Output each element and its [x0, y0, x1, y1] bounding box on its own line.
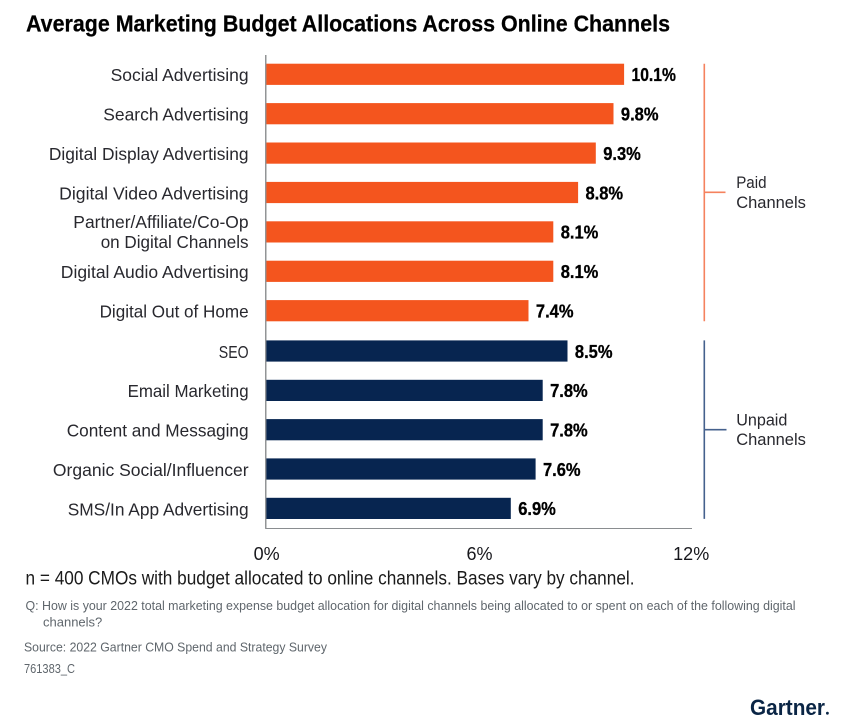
svg-text:0%: 0%	[254, 544, 280, 564]
svg-text:Digital Video Advertising: Digital Video Advertising	[59, 183, 248, 203]
svg-text:Digital Out of Home: Digital Out of Home	[100, 302, 249, 322]
svg-text:Search Advertising: Search Advertising	[103, 105, 248, 125]
svg-text:761383_C: 761383_C	[24, 661, 75, 676]
svg-text:8.5%: 8.5%	[575, 342, 613, 362]
svg-text:Digital Audio Advertising: Digital Audio Advertising	[61, 262, 249, 282]
svg-text:Unpaid: Unpaid	[736, 412, 787, 430]
svg-text:SEO: SEO	[219, 342, 249, 362]
svg-text:9.3%: 9.3%	[603, 144, 641, 164]
svg-text:Source: 2022 Gartner CMO Spend: Source: 2022 Gartner CMO Spend and Strat…	[24, 640, 327, 655]
svg-text:SMS/In App Advertising: SMS/In App Advertising	[68, 499, 249, 519]
svg-text:7.8%: 7.8%	[550, 421, 588, 441]
svg-text:7.6%: 7.6%	[543, 460, 581, 480]
svg-text:Average Marketing Budget Alloc: Average Marketing Budget Allocations Acr…	[26, 10, 670, 36]
svg-text:Q: How is your 2022 total mark: Q: How is your 2022 total marketing expe…	[26, 598, 796, 613]
svg-text:6%: 6%	[466, 544, 492, 564]
svg-text:7.8%: 7.8%	[550, 381, 588, 401]
svg-text:Email Marketing: Email Marketing	[128, 381, 249, 401]
svg-text:n = 400 CMOs with budget alloc: n = 400 CMOs with budget allocated to on…	[26, 569, 635, 590]
svg-text:Channels: Channels	[736, 431, 806, 449]
svg-text:Digital Display Advertising: Digital Display Advertising	[49, 144, 249, 164]
svg-text:on Digital Channels: on Digital Channels	[101, 232, 249, 252]
svg-text:8.8%: 8.8%	[586, 183, 624, 203]
svg-text:8.1%: 8.1%	[561, 223, 599, 243]
svg-text:channels?: channels?	[43, 615, 102, 630]
svg-text:Organic Social/Influencer: Organic Social/Influencer	[53, 460, 249, 480]
svg-text:Social Advertising: Social Advertising	[111, 65, 249, 85]
svg-text:Partner/Affiliate/Co-Op: Partner/Affiliate/Co-Op	[73, 212, 248, 232]
svg-text:7.4%: 7.4%	[536, 302, 574, 322]
svg-text:Gartner: Gartner	[750, 695, 825, 720]
svg-text:10.1%: 10.1%	[632, 65, 676, 85]
svg-text:6.9%: 6.9%	[518, 499, 556, 519]
svg-text:12%: 12%	[673, 544, 709, 564]
svg-text:9.8%: 9.8%	[621, 105, 659, 125]
svg-text:Channels: Channels	[736, 194, 806, 212]
svg-text:8.1%: 8.1%	[561, 262, 599, 282]
svg-text:Content and Messaging: Content and Messaging	[67, 421, 249, 441]
svg-text:Paid: Paid	[736, 174, 766, 192]
